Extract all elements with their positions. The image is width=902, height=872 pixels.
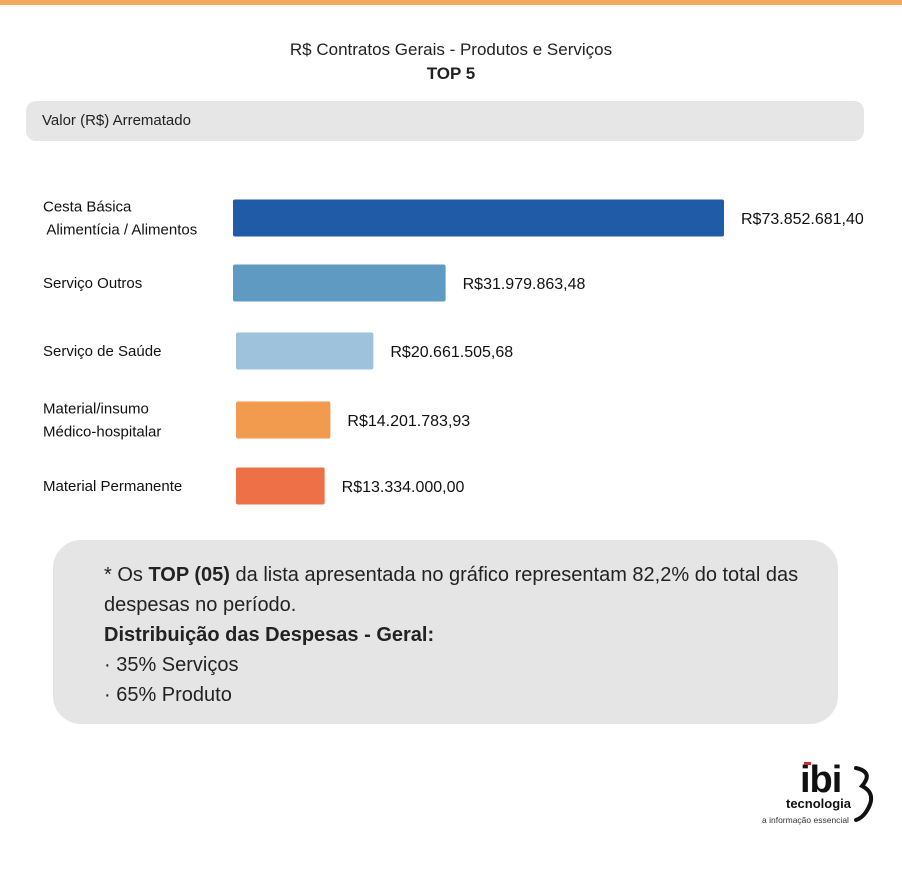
value-header-panel: Valor (R$) Arrematado	[26, 101, 864, 141]
top-accent-rule	[0, 0, 902, 5]
category-label-1-line-1: Cesta Básica	[43, 199, 132, 216]
bar-2	[233, 264, 446, 302]
value-label-4: R$14.201.783,93	[347, 413, 470, 430]
logo-brand-text: ibi	[800, 759, 841, 801]
bar-chart: Cesta Básica Alimentícia / Alimentos R$73…	[43, 199, 864, 505]
note-prefix: * Os	[104, 564, 149, 586]
logo-swirl	[854, 766, 874, 822]
value-label-5: R$13.334.000,00	[342, 479, 465, 496]
category-label-5: Material Permanente	[43, 478, 182, 495]
value-label-3: R$20.661.505,68	[390, 344, 513, 361]
note-heading-text: Distribuição das Despesas - Geral:	[104, 624, 435, 646]
note-heading: Distribuição das Despesas - Geral:	[104, 620, 824, 650]
ibi-logo: ibi tecnologia a informação essencial	[762, 759, 874, 825]
bar-5	[236, 467, 325, 505]
bar-4	[236, 401, 331, 439]
logo-tagline-text: a informação essencial	[762, 815, 849, 825]
value-header-label: Valor (R$) Arrematado	[42, 112, 191, 129]
category-label-4-line-1: Material/insumo	[43, 401, 149, 418]
note-suffix: da lista apresentada no gráfico represen…	[229, 564, 799, 586]
value-label-1: R$73.852.681,40	[741, 211, 864, 228]
note-item-products: · 65% Produto	[104, 684, 232, 706]
bar-1	[233, 199, 724, 237]
summary-note-box: * Os TOP (05) da lista apresentada no gr…	[53, 540, 838, 724]
bar-3	[236, 332, 374, 370]
chart-subtitle: TOP 5	[426, 64, 476, 83]
note-line-2: despesas no período.	[104, 594, 297, 616]
note-top-bold: TOP (05)	[148, 564, 230, 586]
logo-name-text: tecnologia	[786, 796, 852, 811]
category-label-4-line-2: Médico-hospitalar	[43, 424, 161, 441]
value-label-2: R$31.979.863,48	[463, 276, 586, 293]
category-label-1-line-2: Alimentícia / Alimentos	[43, 222, 197, 239]
note-line-1: * Os TOP (05) da lista apresentada no gr…	[104, 560, 824, 590]
chart-title: R$ Contratos Gerais - Produtos e Serviço…	[289, 40, 613, 59]
summary-note-text: * Os TOP (05) da lista apresentada no gr…	[104, 560, 824, 710]
category-label-2: Serviço Outros	[43, 275, 142, 292]
category-label-3: Serviço de Saúde	[43, 343, 161, 360]
logo-accent-dot	[804, 762, 811, 765]
note-item-services: · 35% Serviços	[104, 654, 239, 676]
